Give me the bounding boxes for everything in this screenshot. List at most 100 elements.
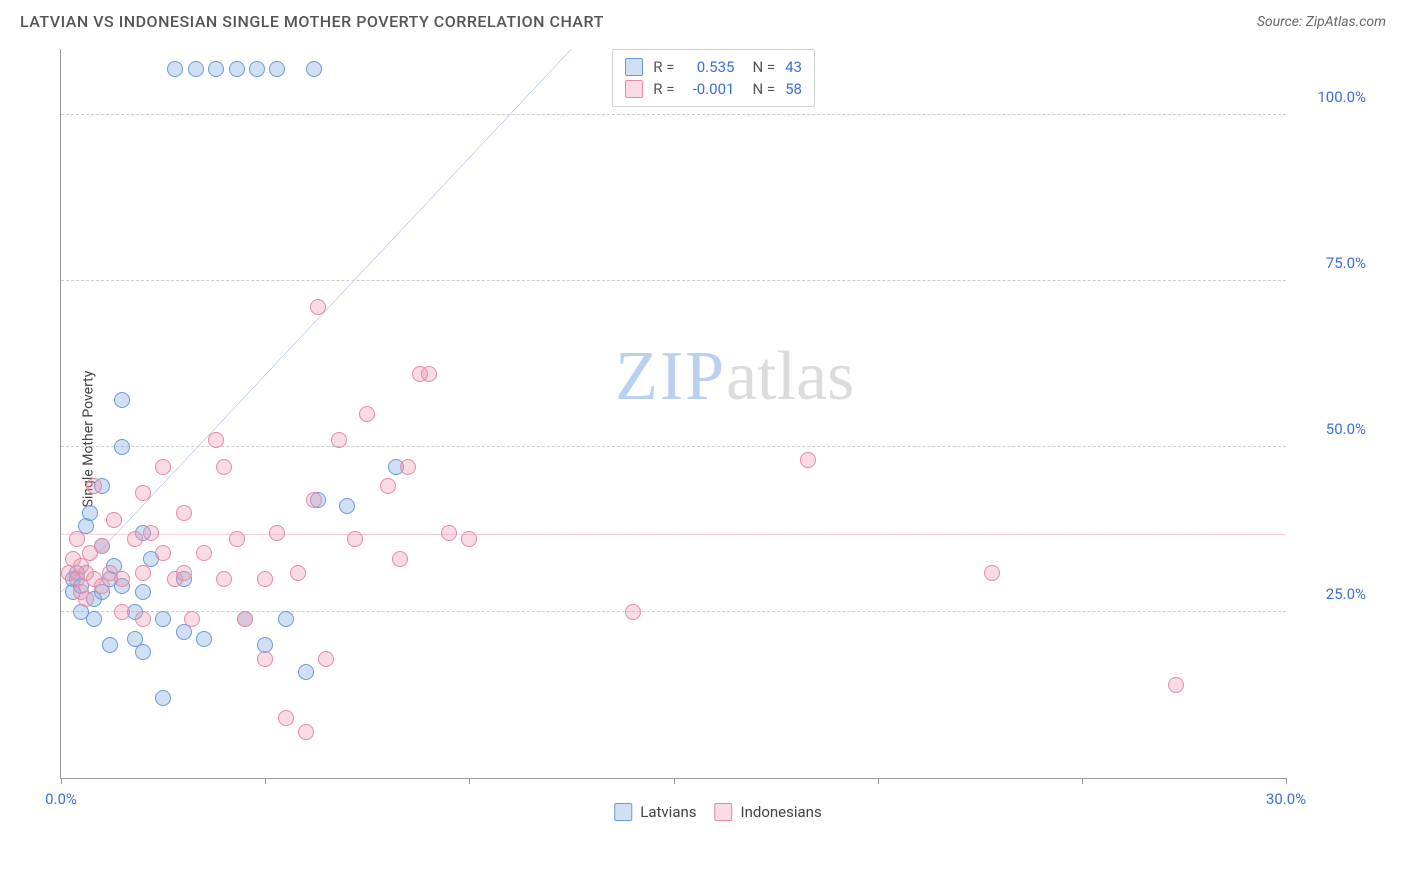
x-tick <box>469 778 470 784</box>
data-point <box>78 591 94 607</box>
x-tick-label: 30.0% <box>1266 790 1306 808</box>
watermark-zip: ZIP <box>615 338 726 415</box>
legend-r-label: R = <box>653 80 674 98</box>
data-point <box>135 644 151 660</box>
data-point <box>94 538 110 554</box>
legend-label: Indonesians <box>741 803 822 821</box>
gridline <box>61 114 1286 115</box>
data-point <box>229 531 245 547</box>
chart-title: LATVIAN VS INDONESIAN SINGLE MOTHER POVE… <box>20 12 604 31</box>
data-point <box>984 565 1000 581</box>
plot-area: ZIPatlas R =0.535N =43R =-0.001N =58 25.… <box>60 49 1286 779</box>
watermark: ZIPatlas <box>615 337 854 417</box>
x-tick <box>1082 778 1083 784</box>
legend-item: Latvians <box>614 803 696 821</box>
data-point <box>461 531 477 547</box>
data-point <box>208 61 224 77</box>
legend-r-value: 0.535 <box>684 58 734 76</box>
data-point <box>237 611 253 627</box>
legend-swatch <box>614 803 632 821</box>
data-point <box>82 505 98 521</box>
x-tick <box>674 778 675 784</box>
data-point <box>135 565 151 581</box>
data-point <box>143 525 159 541</box>
legend-label: Latvians <box>640 803 696 821</box>
x-tick-label: 0.0% <box>45 790 77 808</box>
correlation-legend: R = 0.535 N = 43 R = -0.001 N = 58 <box>612 49 815 107</box>
y-tick-label: 75.0% <box>1326 254 1366 272</box>
legend-n-label: N = <box>752 80 775 98</box>
legend-n-value: 43 <box>785 58 802 76</box>
data-point <box>155 611 171 627</box>
data-point <box>318 651 334 667</box>
data-point <box>310 299 326 315</box>
data-point <box>441 525 457 541</box>
x-tick <box>265 778 266 784</box>
data-point <box>278 611 294 627</box>
y-tick-label: 50.0% <box>1326 420 1366 438</box>
data-point <box>269 61 285 77</box>
data-point <box>229 61 245 77</box>
gridline <box>61 446 1286 447</box>
series-legend: Latvians Indonesians <box>614 803 821 821</box>
data-point <box>331 432 347 448</box>
legend-r-value: -0.001 <box>684 80 734 98</box>
data-point <box>257 651 273 667</box>
data-point <box>106 512 122 528</box>
data-point <box>135 611 151 627</box>
legend-swatch <box>625 80 643 98</box>
data-point <box>135 485 151 501</box>
data-point <box>1168 677 1184 693</box>
x-tick <box>61 778 62 784</box>
y-tick-label: 25.0% <box>1326 585 1366 603</box>
trend-lines <box>61 49 1286 778</box>
data-point <box>114 571 130 587</box>
legend-swatch <box>715 803 733 821</box>
data-point <box>176 565 192 581</box>
data-point <box>306 492 322 508</box>
data-point <box>196 545 212 561</box>
y-tick-label: 100.0% <box>1317 88 1366 106</box>
data-point <box>86 611 102 627</box>
legend-n-label: N = <box>752 58 775 76</box>
data-point <box>392 551 408 567</box>
legend-n-value: 58 <box>785 80 802 98</box>
data-point <box>380 478 396 494</box>
data-point <box>114 392 130 408</box>
data-point <box>800 452 816 468</box>
data-point <box>216 571 232 587</box>
gridline <box>61 280 1286 281</box>
data-point <box>155 690 171 706</box>
data-point <box>298 664 314 680</box>
data-point <box>421 366 437 382</box>
source-attribution: Source: ZipAtlas.com <box>1257 14 1386 30</box>
data-point <box>290 565 306 581</box>
data-point <box>625 604 641 620</box>
data-point <box>176 505 192 521</box>
data-point <box>135 584 151 600</box>
data-point <box>257 571 273 587</box>
x-tick <box>878 778 879 784</box>
data-point <box>278 710 294 726</box>
data-point <box>114 439 130 455</box>
trend-line <box>61 49 571 592</box>
data-point <box>196 631 212 647</box>
data-point <box>155 459 171 475</box>
legend-item: Indonesians <box>715 803 822 821</box>
data-point <box>184 611 200 627</box>
trend-line <box>61 534 1286 535</box>
data-point <box>114 604 130 620</box>
data-point <box>400 459 416 475</box>
data-point <box>339 498 355 514</box>
data-point <box>102 637 118 653</box>
chart-container: Single Mother Poverty ZIPatlas R =0.535N… <box>60 49 1376 829</box>
data-point <box>249 61 265 77</box>
data-point <box>298 724 314 740</box>
data-point <box>127 531 143 547</box>
legend-row: R = -0.001 N = 58 <box>625 78 802 100</box>
data-point <box>306 61 322 77</box>
data-point <box>86 478 102 494</box>
data-point <box>347 531 363 547</box>
data-point <box>208 432 224 448</box>
legend-row: R =0.535N =43 <box>625 56 802 78</box>
